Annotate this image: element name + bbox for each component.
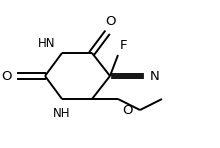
Text: N: N — [150, 70, 160, 82]
Text: O: O — [2, 70, 12, 82]
Text: HN: HN — [37, 37, 55, 50]
Text: O: O — [122, 104, 132, 117]
Text: NH: NH — [53, 107, 71, 120]
Text: O: O — [105, 15, 115, 28]
Text: F: F — [120, 39, 128, 52]
